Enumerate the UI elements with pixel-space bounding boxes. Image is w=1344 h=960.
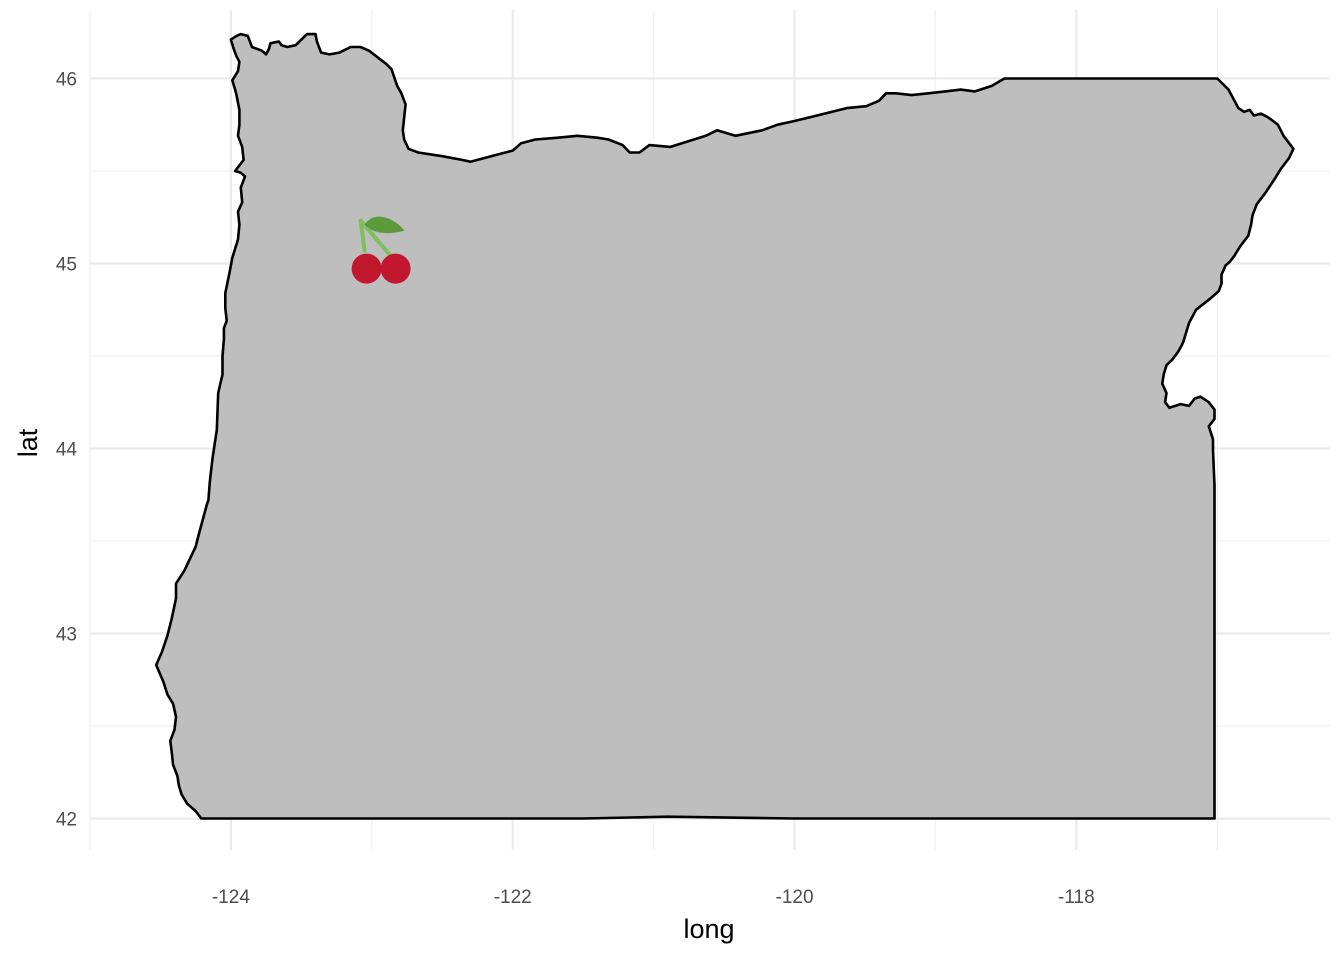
cherry-icon (351, 216, 411, 284)
x-tick-label: -124 (212, 887, 250, 908)
x-axis-title: long (683, 914, 734, 944)
x-tick-label: -120 (776, 887, 814, 908)
oregon-state-shape (154, 32, 1295, 820)
y-axis-tick-labels: 42 43 44 45 46 (56, 69, 78, 830)
y-tick-label: 44 (56, 440, 78, 461)
y-axis-title: lat (13, 428, 43, 457)
x-tick-label: -122 (494, 887, 532, 908)
y-tick-label: 46 (56, 69, 77, 90)
y-tick-label: 42 (56, 810, 77, 831)
y-tick-label: 45 (56, 254, 77, 275)
x-tick-label: -118 (1058, 887, 1095, 908)
y-tick-label: 43 (56, 625, 77, 646)
x-axis-tick-labels: -124 -122 -120 -118 (212, 887, 1095, 908)
